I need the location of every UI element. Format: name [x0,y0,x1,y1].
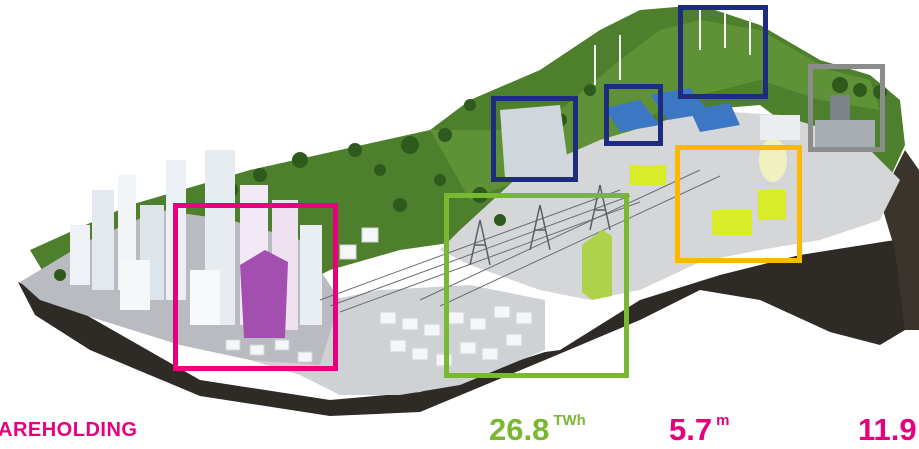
shareholding-text: AREHOLDING [0,419,138,441]
customers-value: 5.7 [669,412,713,447]
houses [225,227,533,367]
energy-stat: 26.8 TWh [489,412,586,447]
city-highlight-box[interactable] [173,203,338,371]
hydro-dam [500,105,570,178]
coal-highlight-box[interactable] [808,64,885,152]
hydro-highlight-box[interactable] [491,96,578,182]
energy-value: 26.8 [489,412,550,447]
energy-unit: TWh [553,412,586,429]
city-buildings [70,150,322,338]
grid-highlight-box[interactable] [444,193,629,378]
nuclear-highlight-box[interactable] [675,145,802,263]
plant-buildings [760,95,875,150]
substation-building [582,230,612,300]
customers-unit: m [716,412,730,429]
wind-highlight-box[interactable] [678,5,768,99]
pylons [469,184,611,266]
customers-stat: 5.7 m [669,412,730,447]
power-lines [319,169,721,313]
wind-turbines [594,8,751,85]
solar-highlight-box[interactable] [604,84,663,146]
partial-value: 11.9 [858,412,917,447]
partial-stat: 11.9 [858,414,917,445]
shareholding-label: AREHOLDING [0,420,137,440]
